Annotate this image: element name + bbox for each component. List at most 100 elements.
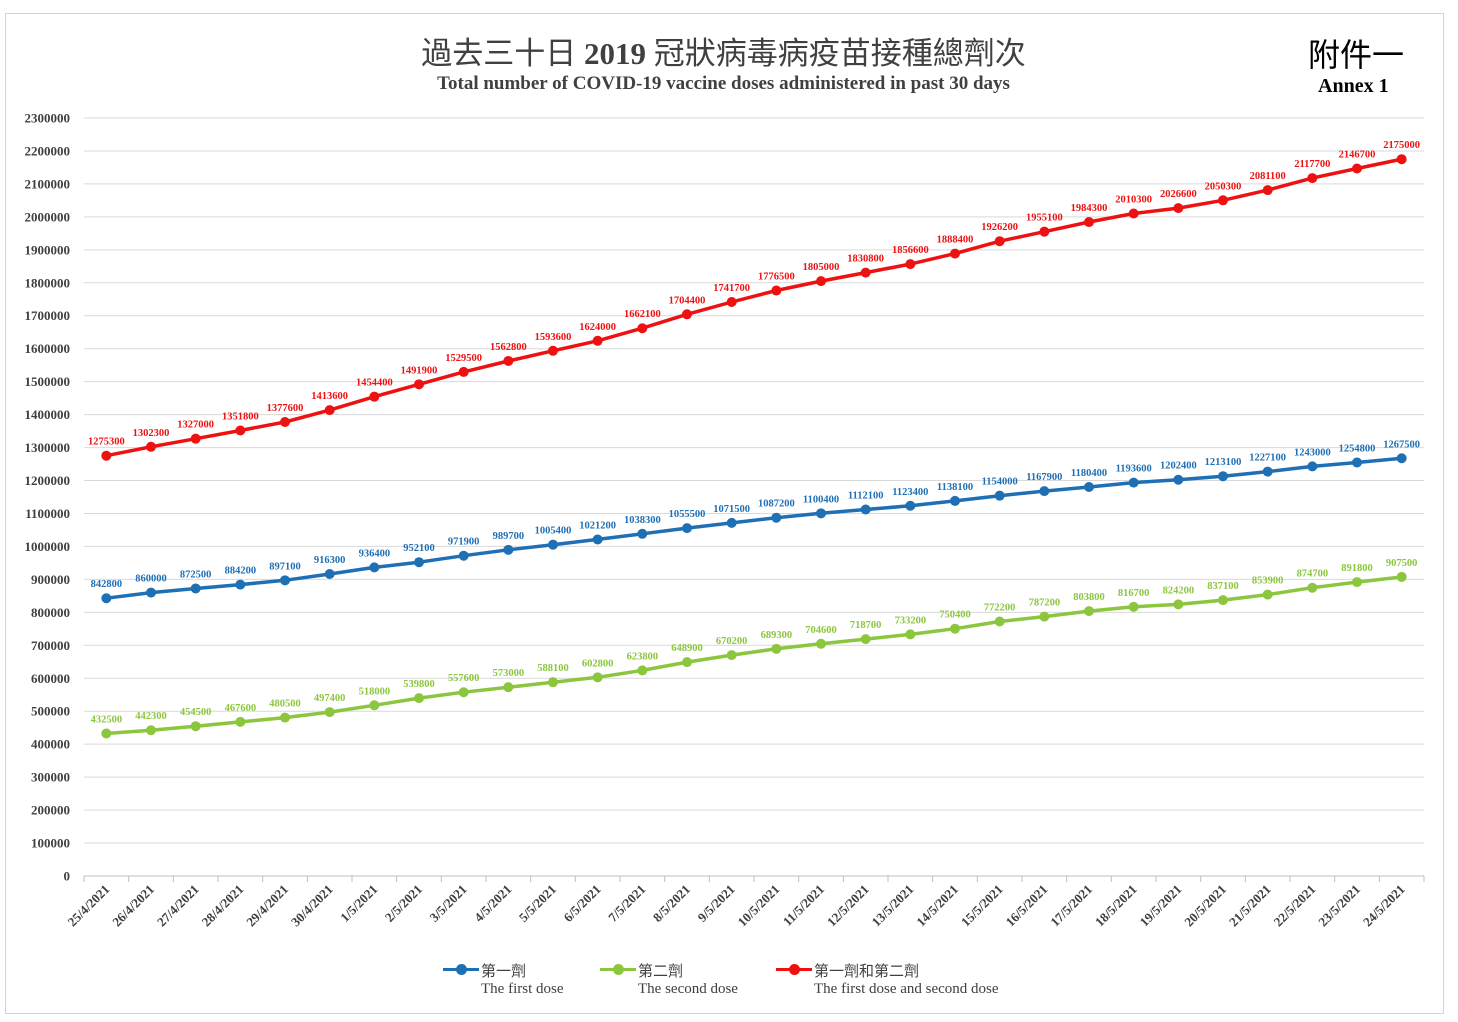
data-label: 1267500 [1383, 439, 1420, 450]
data-label: 1021200 [579, 520, 616, 531]
x-tick-label: 15/5/2021 [958, 882, 1006, 930]
data-label: 497400 [314, 693, 346, 704]
data-point [414, 693, 424, 704]
chart-frame [5, 13, 1444, 1014]
x-tick-label: 1/5/2021 [337, 882, 380, 925]
x-tick-label: 18/5/2021 [1092, 882, 1140, 930]
data-point [994, 490, 1005, 501]
annex-label-en: Annex 1 [1318, 75, 1389, 97]
data-label: 1275300 [88, 437, 125, 448]
data-label: 1741700 [713, 283, 750, 294]
data-label: 803800 [1073, 592, 1105, 603]
data-point [860, 267, 871, 278]
data-label: 2117700 [1294, 159, 1330, 170]
data-point [414, 557, 424, 568]
data-label: 648900 [671, 643, 703, 654]
y-tick-label: 1000000 [25, 539, 71, 554]
data-label: 916300 [314, 555, 346, 566]
data-point [1039, 486, 1050, 497]
data-point [816, 276, 826, 287]
data-label: 1038300 [624, 515, 661, 526]
data-point [369, 700, 380, 711]
data-label: 1351800 [222, 411, 259, 422]
data-point [726, 296, 737, 307]
data-label: 816700 [1118, 588, 1150, 599]
y-tick-label: 1800000 [25, 275, 71, 290]
data-point [950, 495, 960, 506]
data-label: 1005400 [535, 526, 572, 537]
data-label: 772200 [984, 603, 1016, 614]
data-point [860, 634, 871, 645]
data-point [637, 665, 648, 676]
data-label: 1856600 [892, 245, 929, 256]
y-tick-label: 1600000 [25, 341, 71, 356]
data-point [1039, 226, 1050, 237]
data-point [905, 500, 916, 511]
data-point [1128, 601, 1139, 612]
data-label: 1662100 [624, 309, 661, 320]
y-tick-label: 700000 [31, 638, 70, 653]
data-label: 718700 [850, 620, 882, 631]
data-point [101, 450, 112, 461]
x-axis-ticks: 25/4/202126/4/202127/4/202128/4/202129/4… [65, 882, 1408, 930]
data-label: 1055500 [669, 509, 706, 520]
data-label: 1805000 [803, 262, 840, 273]
data-point [771, 643, 782, 654]
annex-label-zh: 附件一 [1308, 37, 1405, 73]
data-point [771, 285, 782, 296]
data-point [280, 712, 290, 723]
x-tick-label: 13/5/2021 [869, 882, 917, 930]
x-tick-label: 7/5/2021 [605, 882, 648, 925]
x-tick-label: 14/5/2021 [913, 882, 961, 930]
legend-marker-first [456, 964, 467, 975]
data-point [1307, 582, 1318, 593]
y-tick-label: 900000 [31, 572, 70, 587]
data-point [994, 616, 1005, 627]
data-point [146, 725, 156, 736]
y-tick-label: 1400000 [25, 407, 71, 422]
data-label: 573000 [493, 668, 525, 679]
data-point [950, 248, 960, 259]
data-point [190, 433, 201, 444]
y-tick-label: 2000000 [25, 209, 71, 224]
x-tick-label: 29/4/2021 [243, 882, 291, 930]
data-point [1084, 481, 1094, 492]
data-point [458, 550, 469, 561]
data-point [1218, 195, 1228, 206]
data-point [905, 259, 916, 270]
data-point [1396, 453, 1407, 464]
data-label: 1154000 [982, 477, 1018, 488]
data-label: 1193600 [1116, 464, 1152, 475]
x-tick-label: 22/5/2021 [1271, 882, 1319, 930]
x-tick-label: 28/4/2021 [199, 882, 247, 930]
data-point [235, 716, 246, 727]
data-label: 1071500 [713, 504, 750, 515]
data-point [1352, 457, 1362, 468]
data-point [860, 504, 871, 515]
data-point [458, 687, 469, 698]
data-label: 588100 [537, 663, 569, 674]
data-point [1396, 571, 1407, 582]
data-label: 454500 [180, 707, 212, 718]
data-label: 842800 [91, 579, 123, 590]
x-tick-label: 30/4/2021 [288, 882, 336, 930]
data-point [1396, 154, 1407, 165]
data-point [1084, 217, 1094, 228]
data-point [816, 638, 826, 649]
data-point [1173, 474, 1184, 485]
data-point [1173, 599, 1184, 610]
x-tick-label: 21/5/2021 [1226, 882, 1274, 930]
data-label: 1926200 [981, 222, 1018, 233]
data-label: 1454400 [356, 378, 393, 389]
y-tick-label: 2300000 [25, 111, 71, 126]
chart-title-zh: 過去三十日 2019 冠狀病毒病疫苗接種總劑次 [421, 36, 1026, 71]
data-label: 952100 [403, 543, 435, 554]
data-label: 1302300 [133, 428, 170, 439]
data-label: 853900 [1252, 576, 1284, 587]
data-point [726, 517, 737, 528]
data-label: 442300 [135, 711, 167, 722]
data-point [548, 677, 558, 688]
x-tick-label: 8/5/2021 [650, 882, 693, 925]
data-label: 1888400 [937, 235, 974, 246]
data-point [1352, 577, 1362, 588]
